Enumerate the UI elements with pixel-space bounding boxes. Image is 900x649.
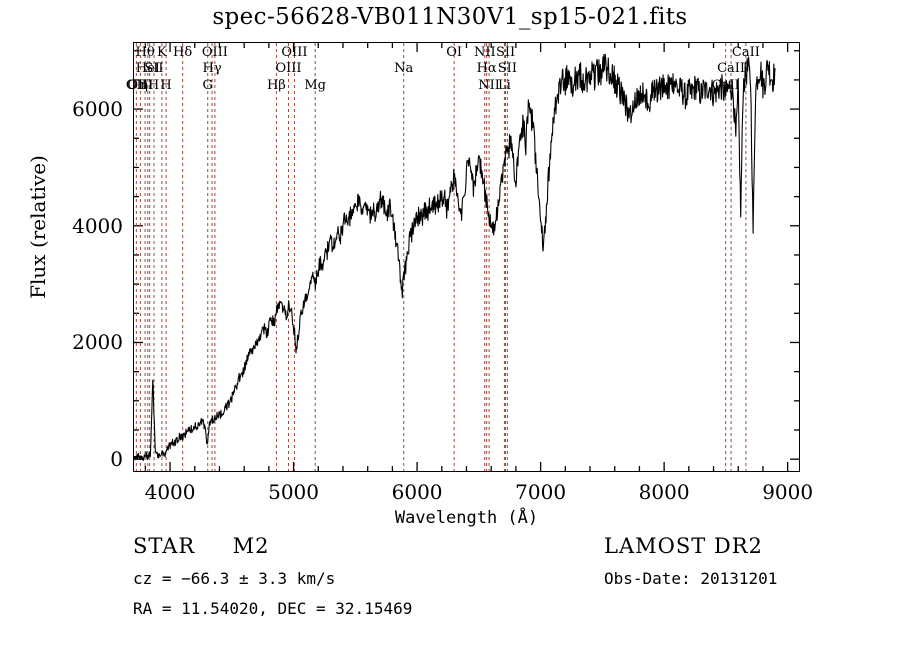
x-tick-label: 6000 [391,480,443,504]
line-id-label: CaII [731,45,760,60]
footer-left: STAR M2 cz = −66.3 ± 3.3 km/s RA = 11.54… [133,534,412,618]
line-id-label: OIII [281,45,308,60]
coordinates: RA = 11.54020, DEC = 32.15469 [133,599,413,618]
line-id-label: Hβ [266,78,286,93]
spectral-class: M2 [232,534,270,558]
line-id-label: Mg [304,78,327,93]
line-id-label: OI [446,45,463,60]
y-tick-label: 0 [110,447,123,472]
line-id-label: OII [125,78,147,93]
line-id-label: CaII [717,61,746,76]
x-tick-label: 4000 [144,480,196,504]
object-type: STAR [133,534,196,558]
line-id-label: Na [394,61,414,76]
x-tick-label: 8000 [638,480,690,504]
line-id-label: ηH [140,78,160,93]
line-id-label: Hδ [173,45,193,60]
footer-right: LAMOST DR2 Obs-Date: 20131201 [604,534,777,588]
line-id-label: K [157,45,167,60]
line-id-label: NII [478,78,500,93]
object-summary: STAR M2 [133,534,412,558]
line-id-label: SII [495,45,516,60]
line-id-label: G [202,78,213,93]
line-id-label: OIII [127,78,154,93]
line-id-label: H [160,78,172,93]
line-id-label: OIII [201,45,228,60]
line-id-label: HeI [135,61,160,76]
page-title: spec-56628-VB011N30V1_sp15-021.fits [212,4,688,30]
y-tick-label: 6000 [72,97,123,122]
line-id-label: Hθ [135,45,155,60]
line-id-label: SII [497,61,517,76]
plot-frame [133,42,800,472]
y-tick-label: 4000 [72,213,123,238]
line-id-label: NII [473,45,496,60]
survey-name: LAMOST DR2 [604,534,763,558]
x-tick-label: 7000 [515,480,567,504]
observation-date: Obs-Date: 20131201 [604,569,778,588]
radial-velocity: cz = −66.3 ± 3.3 km/s [133,569,336,588]
line-id-label: SII [144,61,164,76]
x-axis-title: Wavelength (Å) [394,508,539,528]
x-tick-label: 9000 [762,480,814,504]
y-tick-label: 2000 [72,330,123,355]
line-id-label: Li [498,78,511,93]
line-id-label: Hγ [202,61,222,76]
line-id-label: CaII [711,78,740,93]
x-tick-label: 5000 [268,480,320,504]
line-id-label: OIII [275,61,302,76]
line-id-label: Hα [476,61,497,76]
y-axis-title: Flux (relative) [26,155,50,299]
